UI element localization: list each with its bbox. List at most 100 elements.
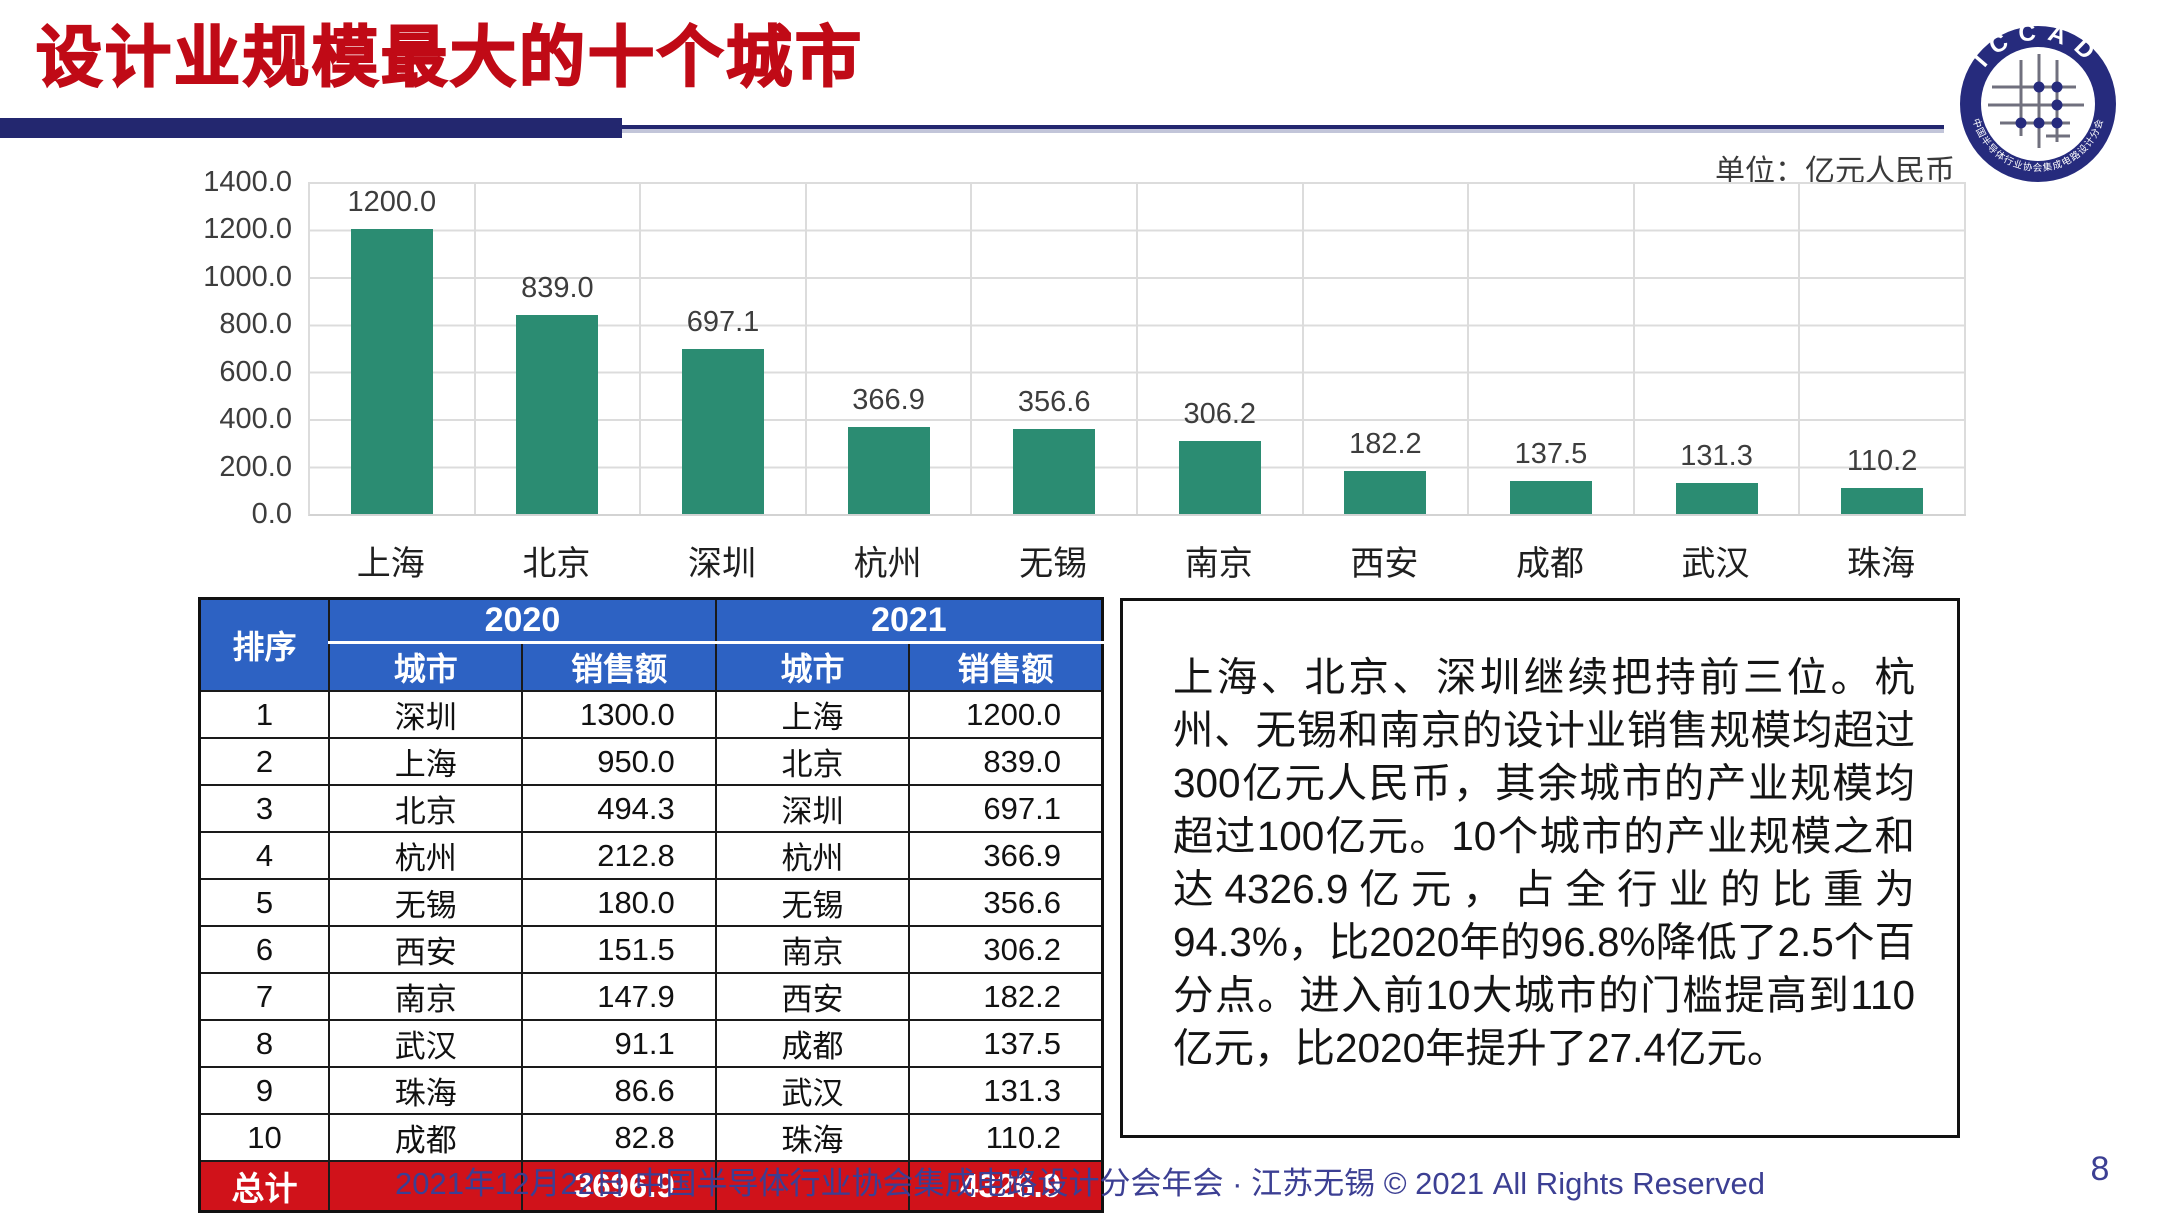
sales-2021-cell: 131.3 xyxy=(908,1066,1104,1115)
x-axis-category-label: 上海 xyxy=(356,545,425,583)
bar xyxy=(350,229,433,514)
sales-2020-cell: 1300.0 xyxy=(521,690,717,739)
y-axis-tick-label: 600.0 xyxy=(219,355,292,388)
total-sales-2020-cell: 3696.9 xyxy=(521,1160,717,1213)
table-header-city-2020: 城市 xyxy=(328,641,524,692)
bar xyxy=(1178,441,1261,514)
analysis-text: 上海、北京、深圳继续把持前三位。杭州、无锡和南京的设计业销售规模均超过300亿元… xyxy=(1173,654,1915,1071)
table-header-sales-2021: 销售额 xyxy=(908,641,1104,692)
title-underline-thick xyxy=(0,118,622,138)
chart-column: 137.5 xyxy=(1469,182,1635,514)
chart-column: 306.2 xyxy=(1138,182,1304,514)
rank-cell: 10 xyxy=(198,1113,331,1162)
y-axis-tick-label: 800.0 xyxy=(219,308,292,341)
table-header-2020: 2020 xyxy=(328,597,717,644)
rank-cell: 3 xyxy=(198,784,331,833)
table-header-city-2021: 城市 xyxy=(714,641,911,692)
bar xyxy=(1841,487,1924,514)
bar xyxy=(1344,470,1427,514)
city-2020-cell: 西安 xyxy=(328,925,524,974)
city-2020-cell: 杭州 xyxy=(328,831,524,880)
sales-2020-cell: 950.0 xyxy=(521,737,717,786)
bar-value-label: 182.2 xyxy=(1349,427,1422,460)
bar-value-label: 1200.0 xyxy=(347,186,437,219)
bar-value-label: 366.9 xyxy=(852,384,925,416)
city-2021-cell: 上海 xyxy=(714,690,911,739)
city-2021-cell: 西安 xyxy=(714,972,911,1021)
iccad-logo: ICCAD 中国半导体行业协会集成电路设计分会 xyxy=(1958,18,2118,184)
y-axis-tick-label: 400.0 xyxy=(219,403,292,436)
city-2021-cell: 珠海 xyxy=(714,1113,911,1162)
table-header-2021: 2021 xyxy=(714,597,1104,644)
rank-cell: 7 xyxy=(198,972,331,1021)
table-row: 2 上海 950.0 北京 839.0 xyxy=(198,737,1104,786)
x-axis-category-label: 无锡 xyxy=(1019,545,1088,583)
bar-value-label: 137.5 xyxy=(1514,438,1588,471)
city-2020-cell: 北京 xyxy=(328,784,524,833)
x-axis-category-label: 武汉 xyxy=(1681,545,1750,583)
table-row: 10 成都 82.8 珠海 110.2 xyxy=(198,1113,1104,1162)
sales-2021-cell: 182.2 xyxy=(908,972,1104,1021)
table-header-sales-2020: 销售额 xyxy=(521,641,717,692)
sales-2021-cell: 306.2 xyxy=(908,925,1104,974)
chart-column: 110.2 xyxy=(1800,182,1966,514)
table-row: 7 南京 147.9 西安 182.2 xyxy=(198,972,1104,1021)
sales-2021-cell: 137.5 xyxy=(908,1019,1104,1068)
total-label-cell: 总计 xyxy=(198,1160,331,1213)
bar xyxy=(1013,429,1096,514)
total-empty-cell xyxy=(714,1160,911,1213)
x-axis-category-labels: 上海 北京 深圳 杭州 无锡 南京 西安 成都 武汉 珠海 xyxy=(308,536,1964,585)
rank-cell: 8 xyxy=(198,1019,331,1068)
x-axis-category-label: 杭州 xyxy=(853,545,922,583)
x-axis-category-label: 南京 xyxy=(1184,545,1253,583)
city-2020-cell: 珠海 xyxy=(328,1066,524,1115)
y-axis-tick-label: 1400.0 xyxy=(203,166,292,198)
bar-chart-plot-area: 1200.0 839.0 697.1 366.9 356.6 306.2 182.2 137.… xyxy=(308,182,1966,516)
sales-2020-cell: 86.6 xyxy=(521,1066,717,1115)
chart-column: 182.2 xyxy=(1304,182,1470,514)
x-axis-category-label: 珠海 xyxy=(1847,545,1916,583)
sales-2020-cell: 494.3 xyxy=(521,784,717,833)
chart-column: 356.6 xyxy=(972,182,1138,514)
sales-2021-cell: 839.0 xyxy=(908,737,1104,786)
city-2020-cell: 上海 xyxy=(328,737,524,786)
table-row: 9 珠海 86.6 武汉 131.3 xyxy=(198,1066,1104,1115)
city-2020-cell: 武汉 xyxy=(328,1019,524,1068)
table-row: 5 无锡 180.0 无锡 356.6 xyxy=(198,878,1104,927)
chart-column: 697.1 xyxy=(641,182,807,514)
city-2021-cell: 武汉 xyxy=(714,1066,911,1115)
sales-2021-cell: 697.1 xyxy=(908,784,1104,833)
table-row: 8 武汉 91.1 成都 137.5 xyxy=(198,1019,1104,1068)
y-axis-tick-label: 200.0 xyxy=(219,450,292,483)
sales-2020-cell: 212.8 xyxy=(521,831,717,880)
rank-cell: 1 xyxy=(198,690,331,739)
city-2020-cell: 无锡 xyxy=(328,878,524,927)
sales-2020-cell: 151.5 xyxy=(521,925,717,974)
bar-value-label: 839.0 xyxy=(521,272,594,305)
city-2021-cell: 南京 xyxy=(714,925,911,974)
sales-2021-cell: 366.9 xyxy=(908,831,1104,880)
x-axis-category-label: 西安 xyxy=(1350,545,1419,583)
bar-value-label: 356.6 xyxy=(1017,386,1091,419)
y-axis-tick-label: 0.0 xyxy=(251,498,292,530)
sales-2020-cell: 82.8 xyxy=(521,1113,717,1162)
bar-value-label: 131.3 xyxy=(1680,439,1753,472)
sales-2020-cell: 147.9 xyxy=(521,972,717,1021)
logo-grid-dots xyxy=(2015,81,2063,129)
ranking-table: 排序 2020 2021 城市 销售额 城市 销售额 1 深圳 1300.0 上海 12… xyxy=(198,597,1104,1213)
x-axis-category-label: 北京 xyxy=(522,545,591,583)
rank-cell: 9 xyxy=(198,1066,331,1115)
table-row: 3 北京 494.3 深圳 697.1 xyxy=(198,784,1104,833)
table-total-row: 总计 3696.9 4326.9 xyxy=(198,1160,1104,1213)
sales-2021-cell: 356.6 xyxy=(908,878,1104,927)
chart-column: 366.9 xyxy=(807,182,973,514)
page-number: 8 xyxy=(2090,1150,2110,1188)
city-2021-cell: 深圳 xyxy=(714,784,911,833)
city-2021-cell: 杭州 xyxy=(714,831,911,880)
bar xyxy=(1675,482,1758,514)
city-2020-cell: 南京 xyxy=(328,972,524,1021)
chart-column: 131.3 xyxy=(1635,182,1801,514)
y-axis-tick-label: 1200.0 xyxy=(203,213,292,246)
rank-cell: 5 xyxy=(198,878,331,927)
chart-column: 1200.0 xyxy=(310,182,476,514)
